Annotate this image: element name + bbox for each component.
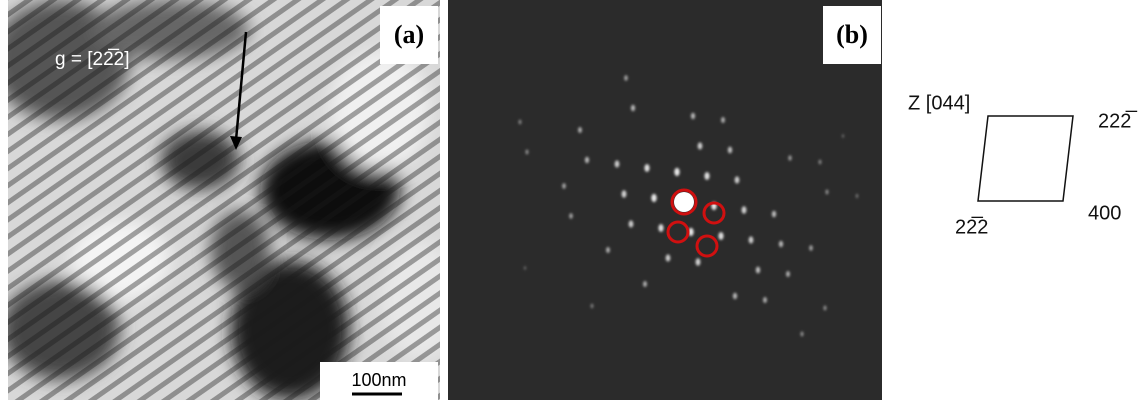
spot (779, 241, 783, 247)
spot (643, 281, 647, 287)
spot (696, 258, 701, 265)
spot (801, 332, 804, 337)
spot (624, 75, 628, 81)
spot (629, 220, 634, 227)
spot (622, 190, 627, 197)
parallelogram (978, 116, 1073, 201)
diffraction-image (448, 0, 882, 400)
figure: g = [22̅2] (a) 100nm (b) Z [044] 222̅ 22… (0, 0, 1148, 400)
reflection-label: 222̅ (1098, 109, 1137, 132)
spot (735, 176, 740, 183)
spot (819, 160, 822, 165)
central-spot (674, 192, 694, 212)
spot (733, 293, 737, 299)
spot (674, 168, 679, 176)
reflection-label: 400 (1088, 202, 1121, 224)
reflection-label: 22̅2 (955, 215, 988, 238)
spot (809, 245, 813, 251)
spot (728, 147, 732, 154)
spot (569, 213, 573, 219)
zone-axis: Z [044] (908, 92, 970, 114)
panel-label: (b) (836, 20, 868, 49)
spot (666, 254, 671, 261)
spot (721, 117, 725, 123)
spot (651, 194, 656, 202)
spot (772, 211, 776, 218)
spot (591, 304, 594, 308)
spot (698, 142, 703, 149)
spot (631, 105, 635, 111)
spot (578, 127, 582, 133)
g-vector: g = [22̅2] (55, 49, 129, 70)
spot (704, 172, 709, 180)
spot (658, 224, 663, 232)
spot (756, 267, 760, 274)
spot (585, 157, 589, 163)
spot (786, 271, 790, 277)
spot (606, 247, 610, 253)
spot (824, 306, 827, 311)
page: g = [22̅2] (a) 100nm (b) Z [044] 222̅ 22… (0, 0, 1148, 405)
spot (519, 120, 522, 125)
spot (788, 155, 791, 160)
spot (691, 113, 695, 119)
spot (826, 190, 829, 195)
spot (644, 164, 649, 172)
panel-label: (a) (394, 20, 424, 49)
spot (749, 236, 754, 243)
spot (524, 266, 526, 270)
spot (842, 134, 844, 138)
spot (763, 297, 767, 303)
spot (615, 160, 620, 167)
spot (562, 183, 566, 189)
spot (742, 206, 747, 213)
scale-bar-label: 100nm (351, 370, 406, 390)
spot (718, 232, 723, 240)
spot (856, 194, 858, 198)
spot (526, 150, 529, 155)
